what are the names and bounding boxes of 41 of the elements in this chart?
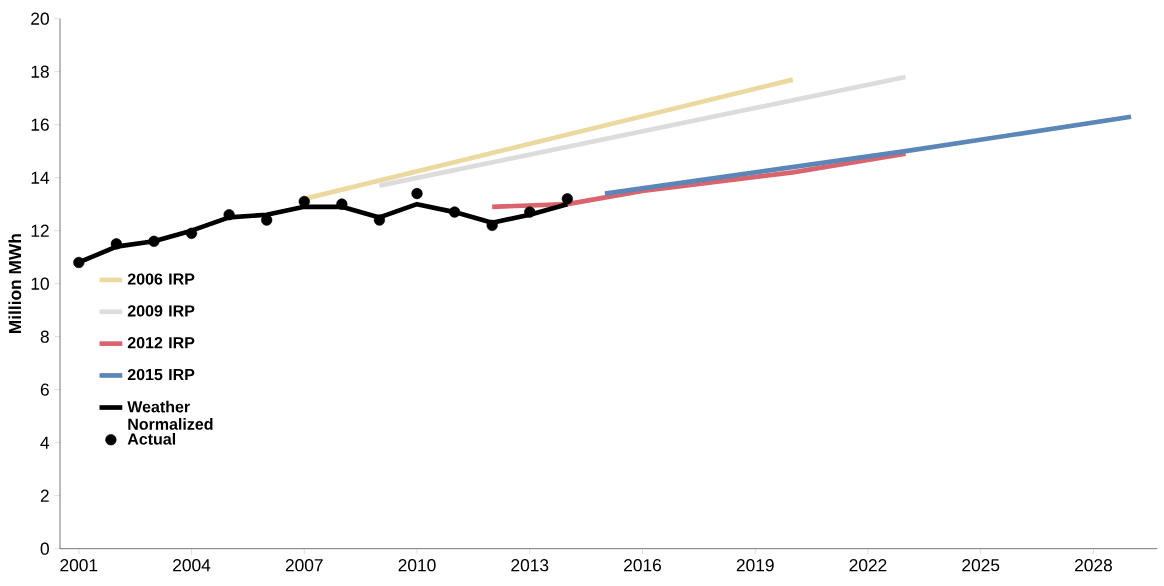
y-tick-label: 4 — [40, 436, 50, 449]
x-tick-label: 2025 — [962, 559, 1000, 572]
legend-label: Actual — [127, 432, 176, 445]
x-tick-label: 2019 — [736, 559, 774, 572]
x-tick-label: 2007 — [285, 559, 323, 572]
point — [148, 235, 160, 247]
x-tick-label: 2010 — [398, 559, 436, 572]
y-tick-label: 2 — [40, 489, 49, 502]
y-tick-label: 12 — [31, 224, 49, 237]
point — [373, 214, 386, 226]
y-tick-label: 20 — [31, 12, 49, 25]
point — [524, 206, 536, 218]
legend-label: 2006 IRP — [127, 273, 195, 285]
point — [185, 227, 198, 239]
point — [336, 198, 348, 210]
y-tick-label: 8 — [40, 330, 49, 343]
y-tick-label: 14 — [31, 171, 50, 184]
point — [223, 209, 235, 221]
x-tick-label: 2022 — [849, 559, 887, 572]
point — [73, 256, 85, 269]
legend-label: 2009 IRP — [127, 305, 195, 317]
legend-label: Weather Normalized — [127, 400, 213, 430]
y-tick-label: 0 — [40, 542, 49, 555]
y-tick-label: 18 — [31, 65, 49, 78]
y-tick-label: 10 — [31, 277, 49, 290]
point — [448, 206, 461, 218]
point — [486, 219, 498, 231]
point — [411, 187, 423, 200]
y-tick-label: 6 — [40, 383, 49, 396]
x-tick-label: 2013 — [511, 559, 549, 572]
line-series — [489, 151, 908, 210]
point — [561, 193, 573, 205]
x-tick-label: 2028 — [1075, 559, 1112, 572]
point — [110, 238, 122, 250]
legend-label: 2012 IRP — [127, 337, 195, 349]
y-axis-title: Million MWh — [8, 234, 22, 334]
y-tick-label: 16 — [31, 118, 49, 131]
x-tick-label: 2001 — [60, 559, 98, 572]
legend-label: 2015 IRP — [127, 368, 195, 381]
x-tick-label: 2016 — [624, 559, 662, 572]
x-tick-label: 2004 — [173, 559, 211, 572]
